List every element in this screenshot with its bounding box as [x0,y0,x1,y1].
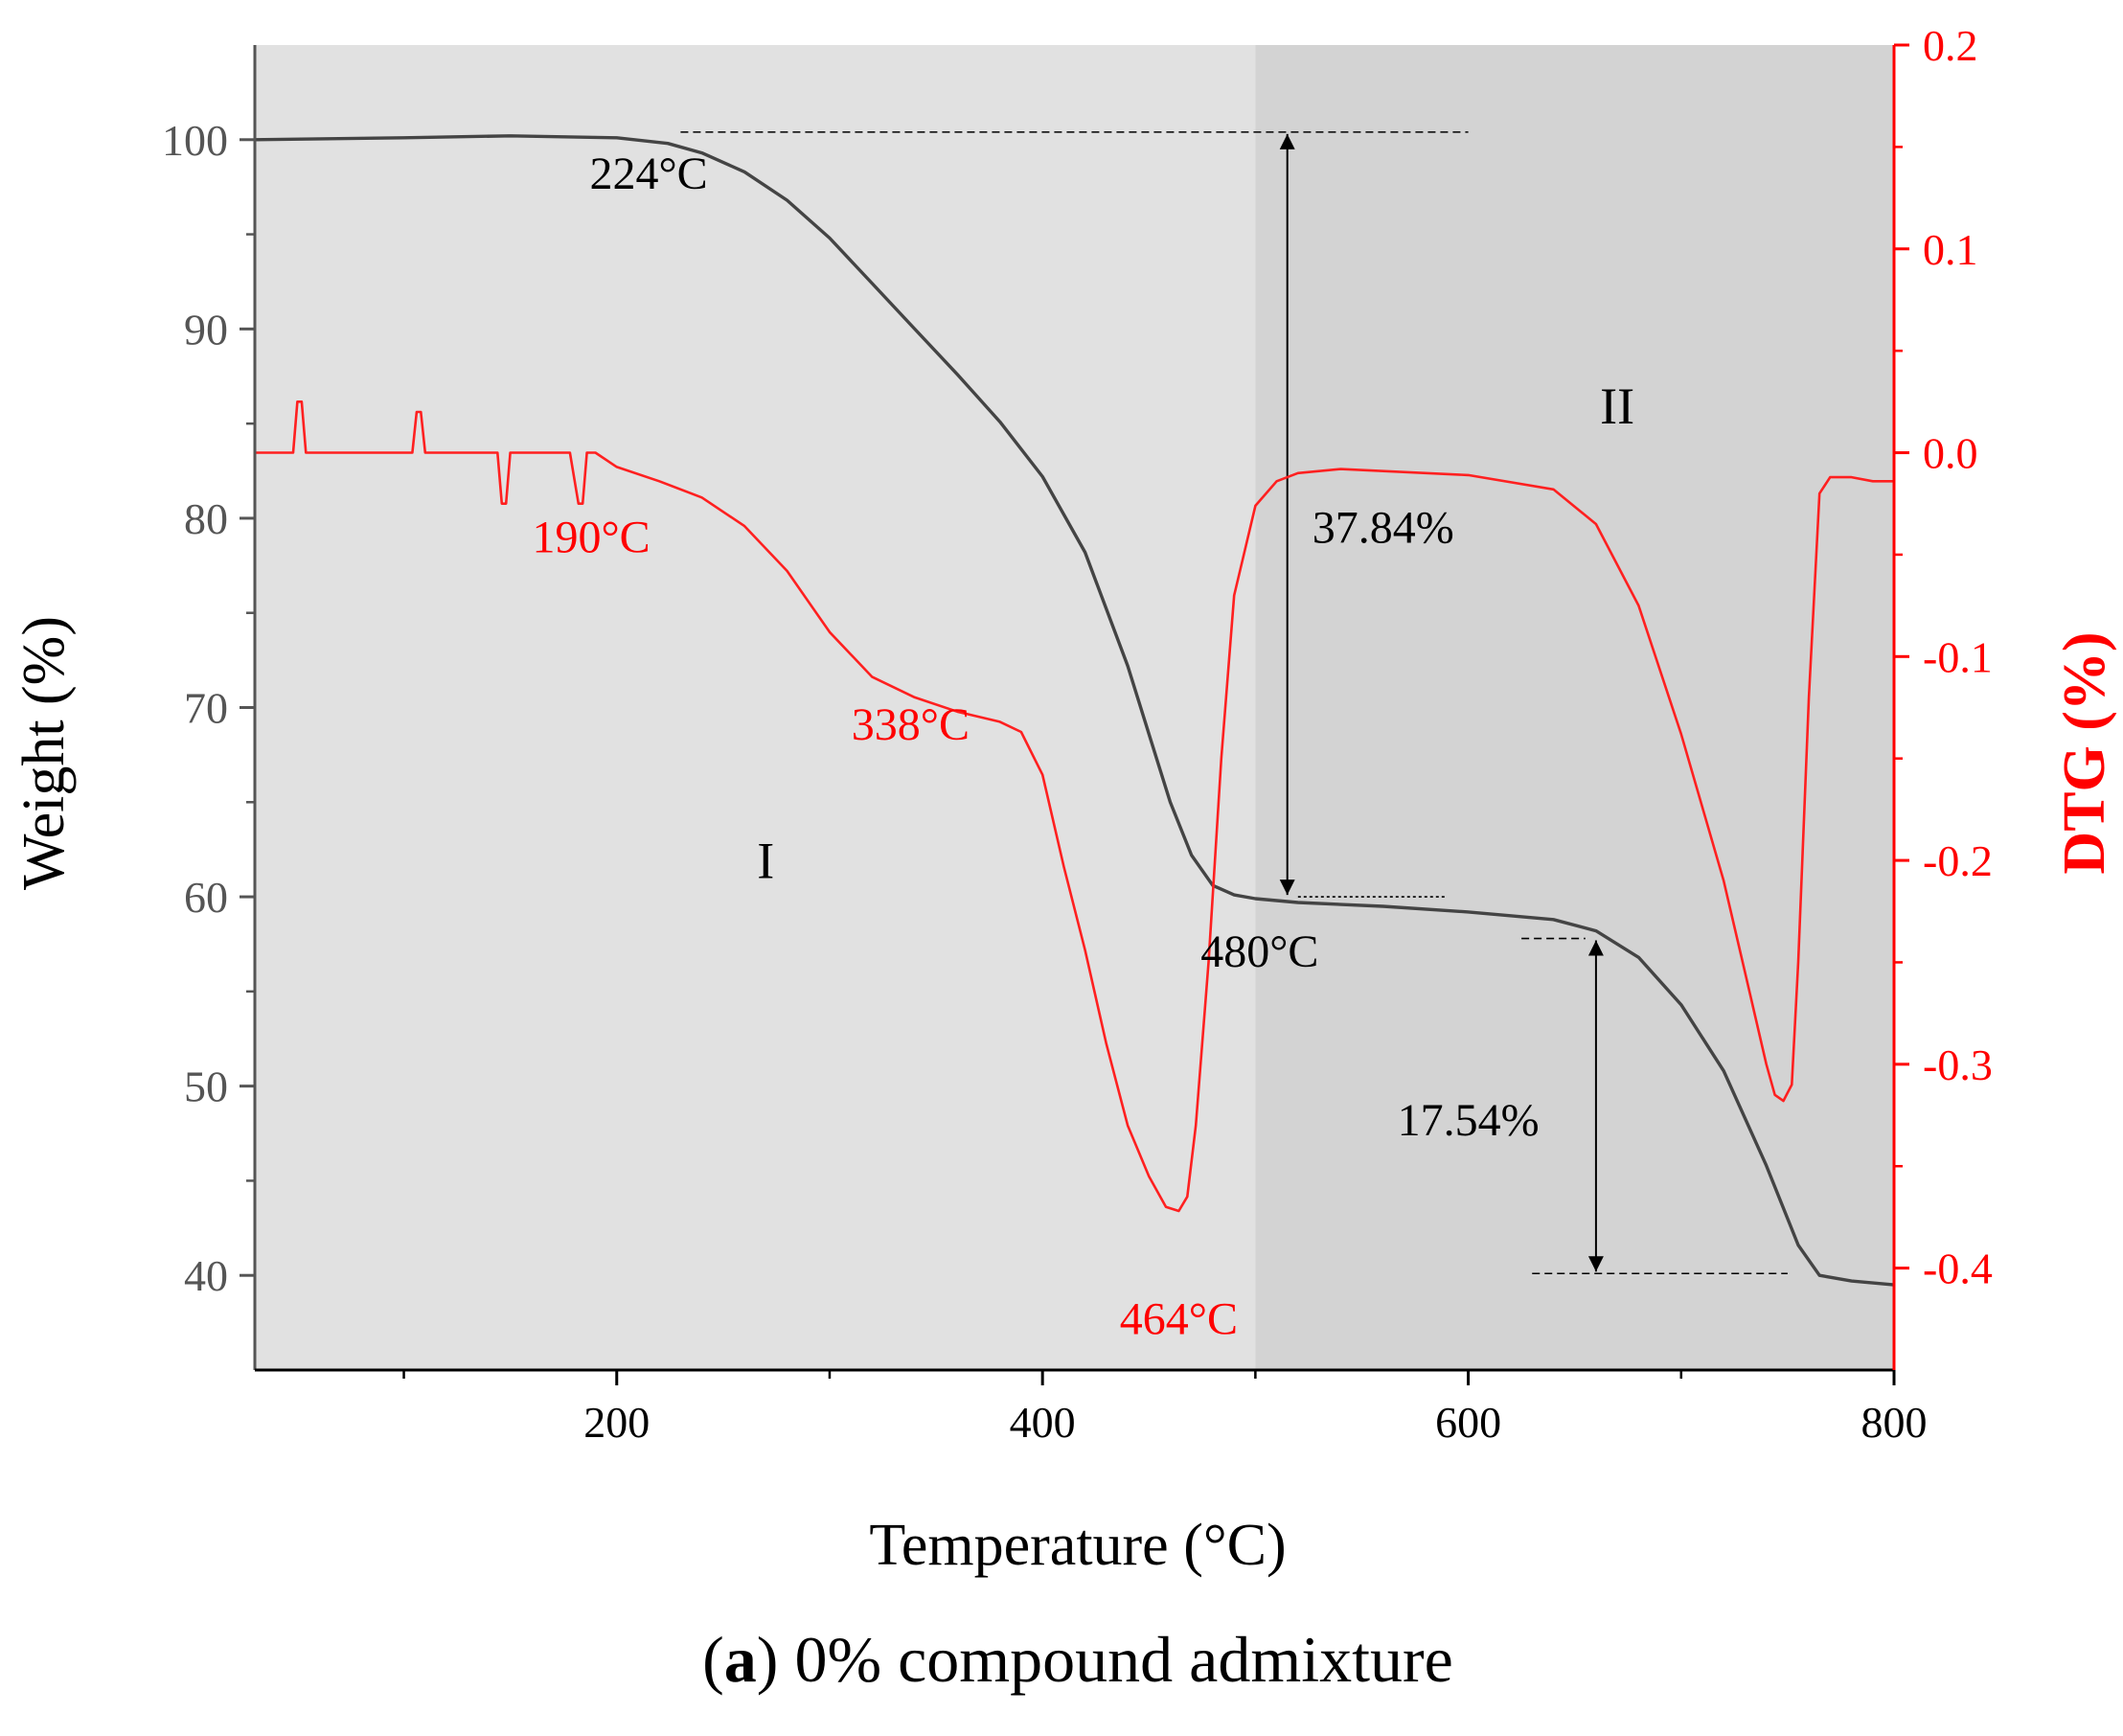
left-tick-label: 80 [184,494,228,543]
annotation-label: 338°C [852,699,970,750]
annotation-label: 17.54% [1398,1095,1540,1146]
region-label-2: II [1600,377,1634,435]
axes [240,43,1909,1385]
right-tick-label: 0.0 [1923,429,1978,478]
left-tick-label: 100 [162,116,228,165]
caption-text: ) 0% compound admixture [757,1623,1453,1696]
right-tick-label: 0.2 [1923,21,1978,70]
annotation-label: 224°C [589,148,707,199]
left-tick-label: 50 [184,1062,228,1111]
left-tick-label: 60 [184,873,228,922]
right-tick-label: 0.1 [1923,225,1978,274]
left-tick-label: 90 [184,305,228,354]
caption-open-paren: ( [702,1623,724,1696]
dtg-curve [255,400,1894,1213]
right-tick-label: -0.3 [1923,1040,1993,1089]
annotation-label: 190°C [532,512,650,562]
x-tick-label: 200 [583,1398,650,1447]
reference-lines [680,131,1788,1275]
annotation-label: 464°C [1120,1293,1238,1344]
x-axis-title: Temperature (°C) [869,1513,1286,1578]
region-label-1: I [757,832,774,889]
right-tick-label: -0.2 [1923,836,1993,885]
right-y-axis-title: DTG (%) [2052,631,2117,874]
chart-labels: 200 400 600 800 40 50 60 70 80 90 100 0.2 0.1 0.0 -0.1… [162,21,1993,1447]
figure-caption: (a) 0% compound admixture [702,1623,1453,1696]
region-two-background [1255,45,1894,1370]
annotation-label: 480°C [1200,926,1318,977]
x-tick-label: 400 [1010,1398,1076,1447]
x-tick-label: 600 [1435,1398,1501,1447]
region-backgrounds [255,45,1894,1370]
left-tick-label: 40 [184,1251,228,1300]
left-y-axis-title: Weight (%) [11,616,77,890]
right-tick-label: -0.1 [1923,632,1993,681]
left-tick-label: 70 [184,684,228,733]
annotation-label: 37.84% [1313,503,1454,554]
data-series [254,134,1895,1287]
weight-curve [254,134,1895,1287]
region-one-background [255,45,1256,1370]
caption-panel-letter: a [724,1623,757,1696]
x-tick-label: 800 [1861,1398,1928,1447]
right-tick-label: -0.4 [1923,1245,1993,1293]
